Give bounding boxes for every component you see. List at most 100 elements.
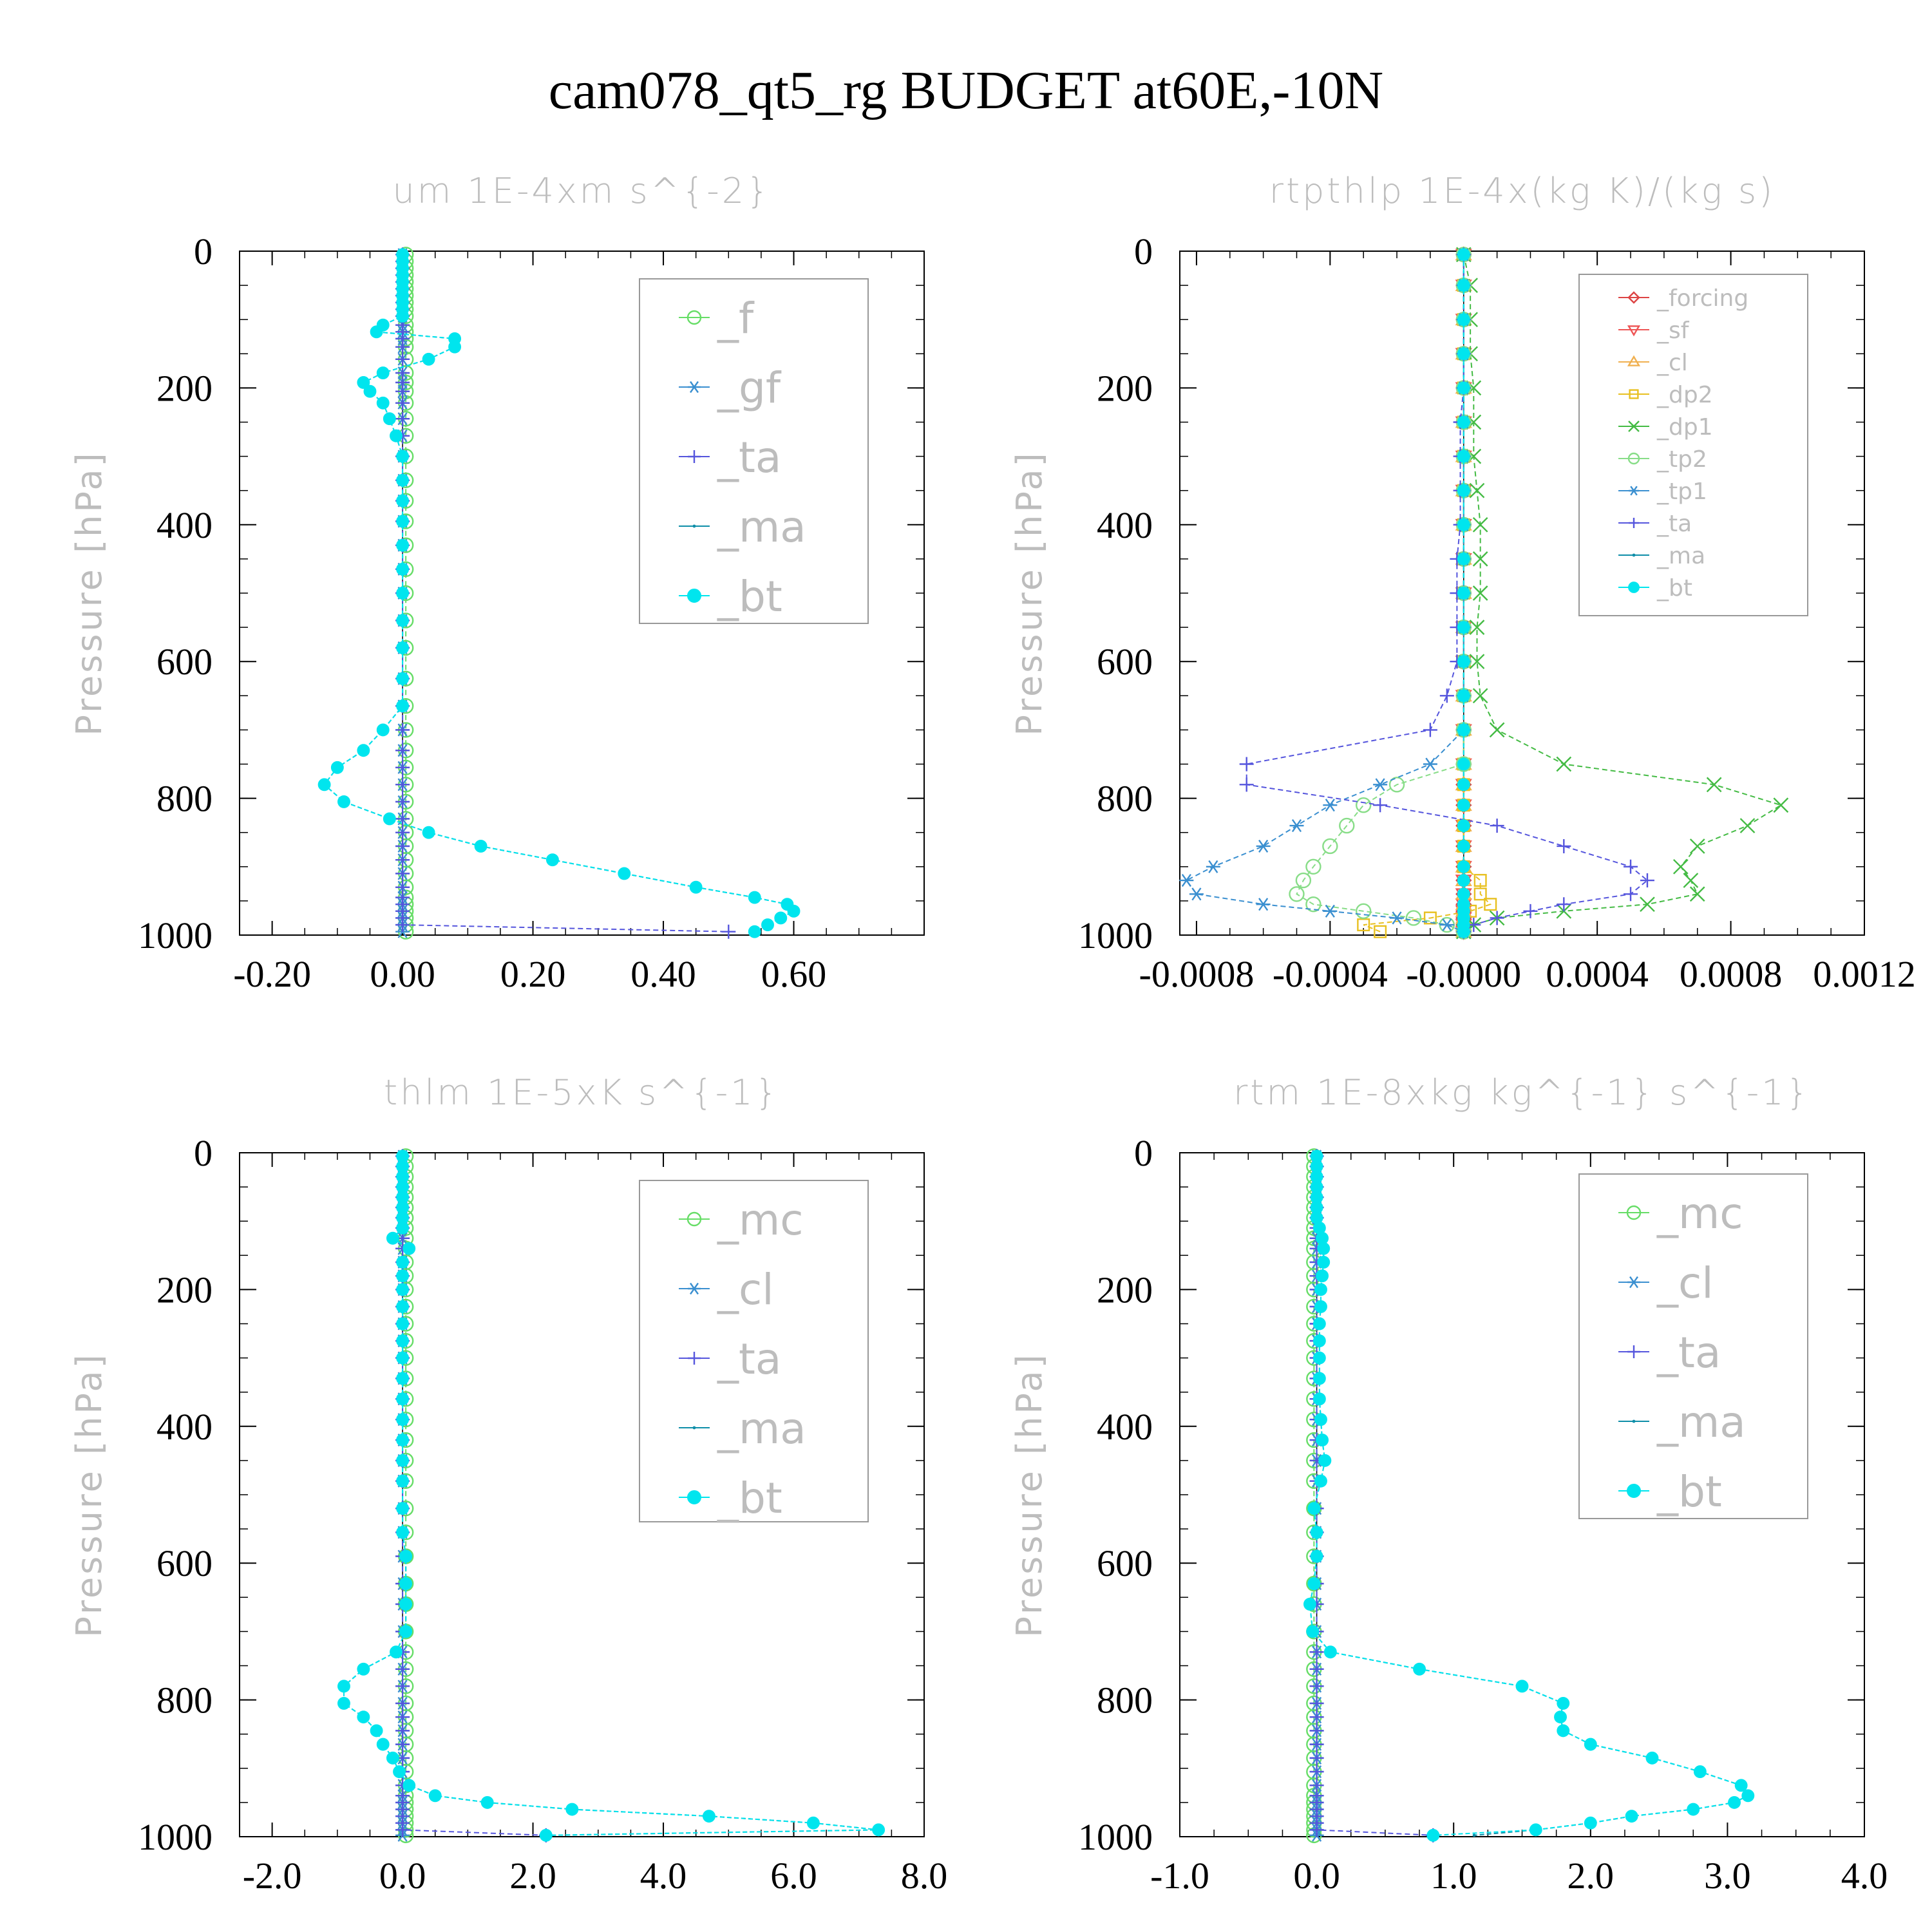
legend-marker: [687, 310, 702, 325]
legend-item-f: _f: [679, 294, 755, 343]
y-tick-label: 1000: [1078, 1816, 1153, 1858]
data-point: [1469, 654, 1485, 670]
data-point: [774, 911, 788, 925]
series-line: [1309, 1156, 1749, 1836]
series-ta: [1309, 1149, 1441, 1842]
legend-item-ma: _ma: [679, 502, 806, 552]
data-point: [1472, 585, 1488, 601]
data-point: [1413, 1662, 1426, 1676]
legend-item-ma: _ma: [1618, 1397, 1746, 1447]
x-tick-label: 0.00: [370, 953, 435, 995]
legend-item-ma: _ma: [1618, 543, 1705, 569]
data-point: [395, 1662, 410, 1676]
data-point: [1457, 757, 1470, 771]
data-point: [1314, 1283, 1327, 1296]
legend-marker: [1629, 518, 1639, 528]
data-point: [1307, 1577, 1321, 1591]
data-point: [1312, 1372, 1326, 1385]
legend-marker: [688, 1352, 701, 1365]
legend-item-ta: _ta: [679, 433, 781, 482]
data-point: [1683, 873, 1699, 888]
legend-marker: [688, 450, 701, 463]
y-tick-label: 800: [1097, 778, 1153, 820]
data-point: [396, 494, 410, 507]
data-point: [1457, 799, 1470, 812]
data-point: [395, 1723, 410, 1738]
data-point: [1523, 904, 1538, 918]
panel-title: thlm 1E-5xK s^{-1}: [384, 1072, 780, 1113]
data-point: [1457, 313, 1470, 327]
data-point: [1423, 723, 1437, 737]
y-tick-label: 0: [1134, 1132, 1153, 1174]
data-point: [395, 395, 410, 410]
data-point: [395, 1696, 410, 1710]
data-point: [396, 1454, 410, 1467]
data-point: [1457, 689, 1470, 703]
data-point: [1256, 898, 1271, 911]
y-tick-label: 400: [1097, 1406, 1153, 1448]
legend-label: _ta: [1656, 511, 1692, 537]
panel-title: rtm 1E-8xkg kg^{-1} s^{-1}: [1233, 1072, 1811, 1113]
panel-1: um 1E-4xm s^{-2} Pressure [hPa] -0.20 0.00 0…: [69, 171, 925, 995]
legend-label: _ta: [717, 1334, 781, 1384]
data-point: [1557, 1696, 1570, 1710]
data-point: [1672, 858, 1689, 875]
data-point: [1305, 858, 1321, 875]
data-point: [1314, 1413, 1327, 1426]
data-point: [396, 562, 410, 576]
panel-4: rtm 1E-8xkg kg^{-1} s^{-1} Pressure [hPa]…: [1009, 1072, 1888, 1897]
data-point: [1472, 551, 1488, 567]
data-point: [396, 538, 410, 552]
data-point: [1490, 911, 1504, 925]
data-point: [1355, 797, 1372, 813]
y-tick-label: 0: [194, 1132, 213, 1174]
data-point: [1306, 1625, 1320, 1638]
legend-label: _cl: [1656, 1258, 1714, 1308]
data-point: [1256, 839, 1271, 853]
legend-label: _dp2: [1656, 382, 1713, 408]
data-point: [787, 904, 800, 918]
data-point: [1405, 910, 1422, 926]
legend-marker: [1629, 389, 1639, 399]
legend-box: [639, 278, 869, 624]
data-point: [1309, 1723, 1324, 1738]
x-tick-label: 0.0012: [1813, 953, 1916, 995]
legend: _mc _cl _ta _ma _bt: [639, 1180, 869, 1523]
data-point: [480, 1795, 494, 1809]
data-point: [1323, 799, 1338, 812]
data-point: [1307, 1502, 1321, 1515]
legend-box: [1578, 274, 1808, 616]
series-bt: [337, 1150, 886, 1842]
data-point: [1457, 839, 1470, 853]
series-line: [343, 1156, 879, 1836]
legend-label: _gf: [717, 363, 782, 413]
legend-item-dp2: _dp2: [1618, 382, 1713, 408]
data-point: [1457, 723, 1470, 737]
data-point: [1515, 1680, 1529, 1693]
x-tick-label: 0.0008: [1680, 953, 1783, 995]
data-point: [395, 1710, 410, 1725]
data-point: [1316, 1434, 1329, 1446]
data-point: [545, 853, 559, 867]
series-tp1: [1179, 248, 1471, 938]
data-point: [1689, 886, 1705, 902]
data-point: [395, 1679, 410, 1694]
x-tick-label: 4.0: [1841, 1855, 1888, 1897]
x-tick-label: -0.0008: [1139, 953, 1255, 995]
x-tick-label: 0.20: [500, 953, 566, 995]
data-point: [1693, 1765, 1707, 1779]
data-point: [395, 838, 410, 853]
data-point: [390, 429, 402, 442]
x-tick-label: -1.0: [1150, 1855, 1209, 1897]
legend-marker: [1629, 486, 1639, 496]
data-point: [1554, 1710, 1567, 1724]
y-tick-label: 400: [1097, 504, 1153, 546]
data-point: [390, 1645, 402, 1659]
data-point: [396, 1413, 410, 1426]
data-point: [396, 1502, 410, 1515]
data-point: [402, 1242, 416, 1255]
y-axis-label: Pressure [hPa]: [1009, 1352, 1050, 1637]
series-bt: [1457, 248, 1470, 938]
data-point: [317, 778, 331, 791]
data-point: [1373, 778, 1388, 791]
